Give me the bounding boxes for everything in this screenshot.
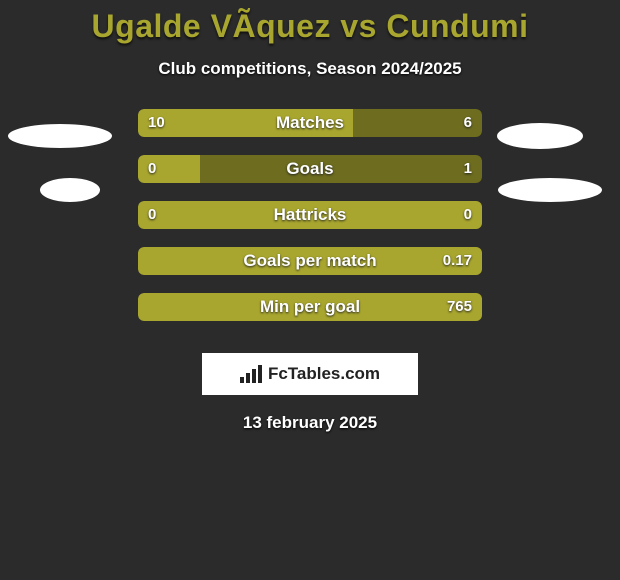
comparison-subtitle: Club competitions, Season 2024/2025 (0, 59, 620, 79)
stat-row: Goals per match0.17 (0, 247, 620, 293)
brand-text: FcTables.com (268, 364, 380, 384)
stat-bar-left (138, 293, 482, 321)
stat-bar-track (138, 247, 482, 275)
stat-bar-left (138, 109, 353, 137)
brand-logo: FcTables.com (202, 353, 418, 395)
comparison-title: Ugalde VÃ­quez vs Cundumi (0, 0, 620, 45)
player-avatar-right (498, 178, 602, 202)
player-avatar-left (40, 178, 100, 202)
stat-bar-track (138, 201, 482, 229)
stat-bar-left (138, 201, 482, 229)
stat-bar-track (138, 293, 482, 321)
stat-row: Min per goal765 (0, 293, 620, 339)
stat-row: Hattricks00 (0, 201, 620, 247)
stat-bar-track (138, 155, 482, 183)
stat-bar-track (138, 109, 482, 137)
stat-bar-left (138, 155, 200, 183)
player-avatar-left (8, 124, 112, 148)
stat-bar-right (200, 155, 482, 183)
bars-icon (240, 365, 262, 383)
stat-bar-right (353, 109, 482, 137)
player-avatar-right (497, 123, 583, 149)
comparison-date: 13 february 2025 (0, 413, 620, 433)
stat-bar-left (138, 247, 482, 275)
